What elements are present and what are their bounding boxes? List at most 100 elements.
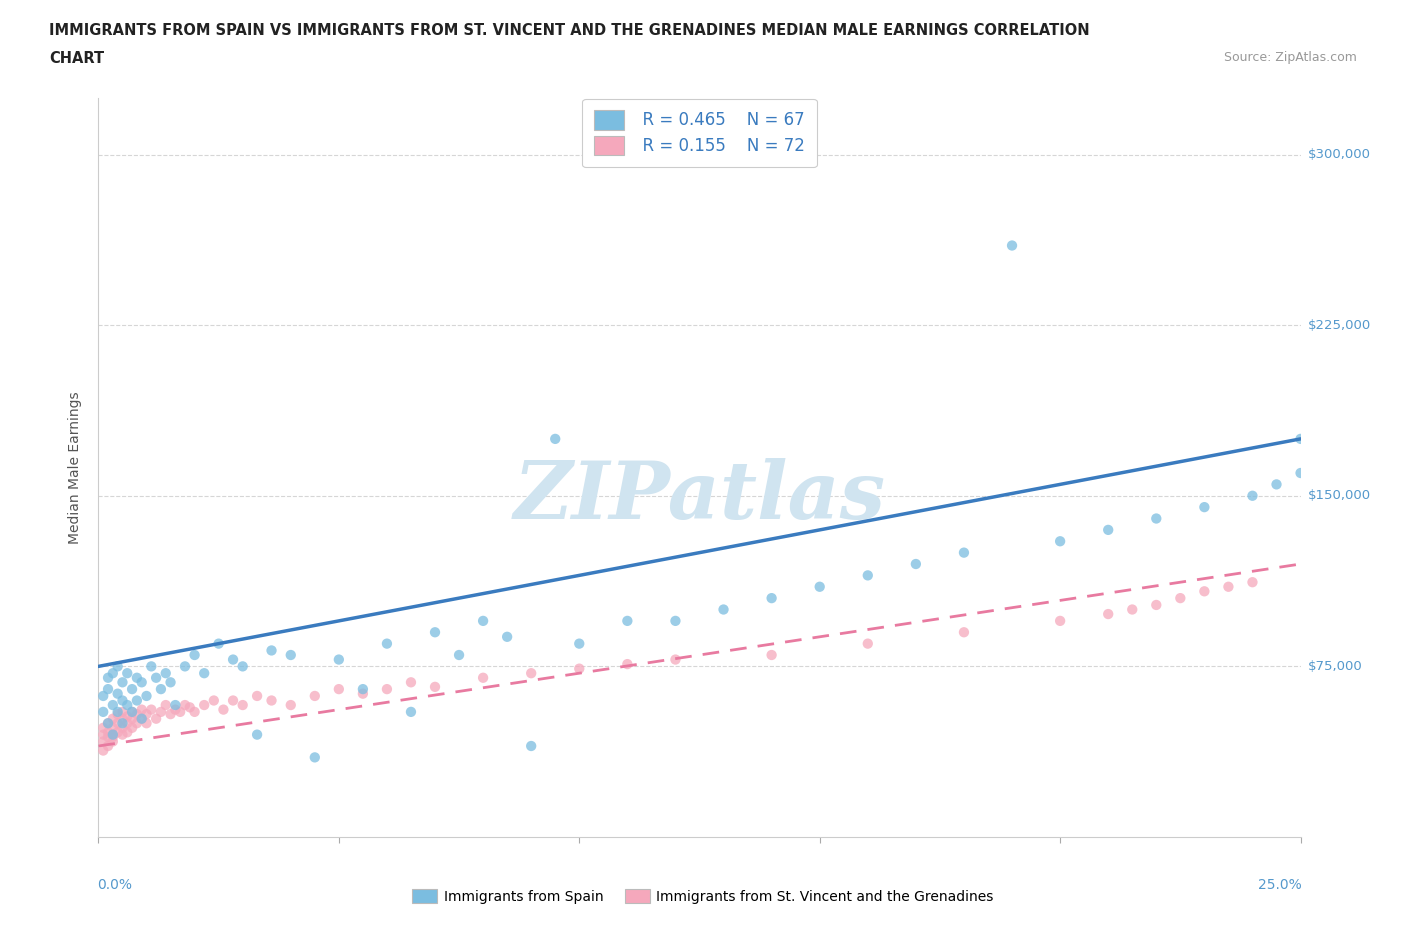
Y-axis label: Median Male Earnings: Median Male Earnings: [69, 391, 83, 544]
Point: [232, 698, 254, 712]
Point: [131, 711, 153, 726]
Point: [616, 657, 638, 671]
Point: [1049, 534, 1071, 549]
Point: [1170, 591, 1192, 605]
Point: [260, 643, 283, 658]
Point: [111, 721, 134, 736]
Point: [174, 698, 197, 712]
Point: [953, 625, 976, 640]
Point: [121, 704, 143, 719]
Point: [1144, 597, 1167, 612]
Point: [222, 652, 245, 667]
Point: [496, 630, 519, 644]
Point: [131, 702, 153, 717]
Point: [111, 727, 134, 742]
Point: [111, 711, 134, 726]
Point: [246, 688, 269, 703]
Point: [107, 724, 129, 739]
Point: [1289, 432, 1312, 446]
Point: [135, 688, 157, 703]
Point: [101, 721, 124, 736]
Text: CHART: CHART: [49, 51, 104, 66]
Point: [145, 671, 167, 685]
Point: [111, 704, 134, 719]
Point: [91, 704, 114, 719]
Point: [135, 716, 157, 731]
Point: [101, 727, 124, 742]
Point: [117, 709, 139, 724]
Point: [174, 659, 197, 674]
Point: [107, 659, 129, 674]
Text: $75,000: $75,000: [1308, 660, 1362, 673]
Point: [1194, 584, 1216, 599]
Point: [107, 704, 129, 719]
Point: [808, 579, 831, 594]
Point: [761, 647, 783, 662]
Legend: Immigrants from Spain, Immigrants from St. Vincent and the Grenadines: Immigrants from Spain, Immigrants from S…: [406, 884, 1000, 910]
Point: [447, 647, 470, 662]
Point: [260, 693, 283, 708]
Point: [101, 729, 124, 744]
Point: [97, 671, 120, 685]
Point: [212, 702, 235, 717]
Text: $225,000: $225,000: [1308, 319, 1371, 332]
Point: [232, 659, 254, 674]
Point: [165, 702, 187, 717]
Point: [155, 666, 177, 681]
Point: [568, 636, 591, 651]
Point: [352, 686, 374, 701]
Point: [1049, 614, 1071, 629]
Point: [111, 693, 134, 708]
Point: [169, 704, 191, 719]
Point: [111, 716, 134, 731]
Point: [121, 711, 143, 726]
Point: [1097, 606, 1119, 621]
Point: [149, 704, 172, 719]
Point: [904, 556, 927, 571]
Point: [399, 675, 422, 690]
Point: [352, 682, 374, 697]
Point: [713, 602, 735, 617]
Point: [107, 707, 129, 722]
Point: [159, 707, 181, 722]
Point: [125, 671, 148, 685]
Point: [91, 734, 114, 749]
Point: [117, 698, 139, 712]
Point: [328, 652, 350, 667]
Point: [1241, 575, 1264, 590]
Point: [616, 614, 638, 629]
Point: [141, 702, 163, 717]
Point: [183, 704, 205, 719]
Point: [125, 716, 148, 731]
Point: [183, 647, 205, 662]
Point: [1241, 488, 1264, 503]
Text: Source: ZipAtlas.com: Source: ZipAtlas.com: [1223, 51, 1357, 64]
Text: IMMIGRANTS FROM SPAIN VS IMMIGRANTS FROM ST. VINCENT AND THE GRENADINES MEDIAN M: IMMIGRANTS FROM SPAIN VS IMMIGRANTS FROM…: [49, 23, 1090, 38]
Point: [280, 698, 302, 712]
Point: [97, 716, 120, 731]
Point: [1001, 238, 1024, 253]
Point: [91, 721, 114, 736]
Point: [304, 750, 326, 764]
Point: [520, 666, 543, 681]
Point: [246, 727, 269, 742]
Point: [107, 686, 129, 701]
Point: [121, 682, 143, 697]
Point: [135, 707, 157, 722]
Point: [1121, 602, 1143, 617]
Point: [202, 693, 225, 708]
Point: [91, 743, 114, 758]
Point: [544, 432, 567, 446]
Point: [101, 711, 124, 726]
Point: [761, 591, 783, 605]
Point: [101, 727, 124, 742]
Point: [125, 693, 148, 708]
Point: [111, 675, 134, 690]
Text: $150,000: $150,000: [1308, 489, 1371, 502]
Point: [664, 614, 686, 629]
Point: [222, 693, 245, 708]
Point: [141, 659, 163, 674]
Point: [121, 704, 143, 719]
Point: [101, 698, 124, 712]
Point: [159, 675, 181, 690]
